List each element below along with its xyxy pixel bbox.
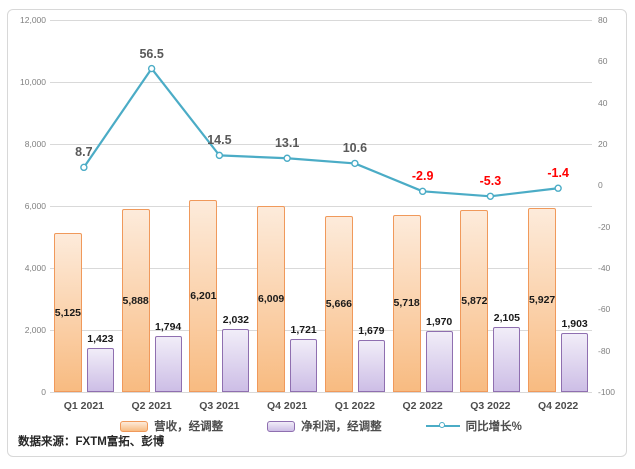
growth-line-marker [554,184,562,192]
growth-point-label: -5.3 [479,174,502,189]
left-axis-tick-label: 12,000 [20,15,46,25]
net-profit-bar-label: 1,679 [358,324,385,337]
right-axis-tick-label: -40 [598,263,611,273]
revenue-bar-label: 6,009 [257,292,285,305]
legend-swatch [120,420,149,432]
x-axis-tick-label: Q1 2022 [334,400,376,412]
gridline [50,268,592,269]
net-profit-bar [561,333,589,392]
right-axis-tick-label: -60 [598,304,611,315]
net-profit-bar [493,326,521,392]
revenue-bar-label: 5,927 [528,294,556,307]
net-profit-bar [222,329,250,392]
x-axis-tick-label: Q4 2022 [537,400,579,412]
left-axis-tick-label: 2,000 [24,325,46,335]
legend-item-growth: 同比增长% [425,418,522,434]
gridline [50,82,592,83]
left-axis-tick-label: 0 [41,387,46,397]
x-axis-tick-label: Q1 2021 [63,400,105,412]
legend-line-marker [425,420,460,432]
gridline [50,392,592,393]
growth-point-label: 14.5 [207,133,232,148]
legend-label: 同比增长% [465,421,522,433]
left-axis-tick-label: 6,000 [24,201,46,211]
net-profit-bar-label: 1,903 [561,318,588,330]
revenue-bar [189,199,218,392]
net-profit-bar-label: 1,794 [154,321,182,334]
legend-line-dot [438,422,445,428]
right-axis-tick-label: -20 [598,221,611,232]
right-axis-tick-label: 20 [598,139,608,149]
revenue-bar-label: 5,718 [393,297,420,310]
growth-point-label: 56.5 [139,46,164,61]
net-profit-bar [290,338,318,392]
gridline [50,206,592,207]
net-profit-bar-label: 1,721 [290,323,317,336]
gridline [50,330,592,331]
x-axis-tick-label: Q2 2021 [131,400,172,412]
revenue-bar [460,209,489,392]
revenue-bar [392,214,421,392]
revenue-bar [53,233,82,392]
growth-line-marker [215,151,224,160]
growth-line-marker [283,154,291,162]
growth-point-label: -1.4 [547,166,569,181]
net-profit-bar [86,347,114,392]
revenue-bar [257,205,286,392]
legend-swatch [267,420,296,432]
right-axis-tick-label: -100 [598,387,616,397]
left-axis-tick-label: 4,000 [24,263,46,273]
net-profit-bar-label: 2,105 [493,311,521,324]
revenue-bar [528,208,557,392]
net-profit-bar-label: 1,970 [425,315,453,328]
net-profit-bar [154,336,182,392]
legend-label: 净利润，经调整 [301,421,382,433]
x-axis-tick-label: Q4 2021 [266,400,308,412]
growth-point-label: -2.9 [411,169,434,184]
net-profit-bar-label: 1,423 [87,332,114,345]
legend-label: 营收，经调整 [154,421,224,433]
growth-point-label: 13.1 [274,136,300,151]
net-profit-bar-label: 2,032 [222,314,250,326]
revenue-bar-label: 5,125 [54,306,82,319]
net-profit-bar [425,330,453,392]
growth-line-marker [147,64,156,73]
left-axis-tick-label: 8,000 [24,139,46,149]
revenue-bar-label: 5,888 [122,294,149,307]
chart-legend: 营收，经调整 净利润，经调整 同比增长% [50,418,592,434]
revenue-bar [324,216,353,392]
revenue-bar-label: 5,872 [461,294,488,307]
growth-point-label: 10.6 [342,141,368,156]
growth-line-marker [418,187,427,196]
right-axis-tick-label: -80 [598,345,611,356]
left-axis-tick-label: 10,000 [20,77,46,87]
x-axis-tick-label: Q2 2022 [402,400,443,412]
growth-line-marker [351,159,359,168]
legend-item-net-profit: 净利润，经调整 [267,418,382,434]
revenue-bar [121,209,150,392]
growth-line-marker [80,163,88,172]
right-axis-tick-label: 0 [598,180,603,191]
source-note: 数据来源：FXTM富拓、彭博 [18,436,165,448]
gridline [50,144,592,145]
x-axis-tick-label: Q3 2022 [470,400,511,412]
right-axis-tick-label: 80 [598,15,608,25]
right-axis-tick-label: 40 [598,97,608,108]
revenue-bar-label: 5,666 [325,298,353,311]
x-axis-tick-label: Q3 2021 [199,400,240,412]
revenue-bar-label: 6,201 [190,289,217,302]
right-axis-tick-label: 60 [598,56,608,67]
legend-item-revenue: 营收，经调整 [120,418,223,434]
growth-line-marker [486,192,495,200]
net-profit-bar [357,339,385,392]
growth-point-label: 8.7 [75,145,93,160]
gridline [50,20,592,21]
